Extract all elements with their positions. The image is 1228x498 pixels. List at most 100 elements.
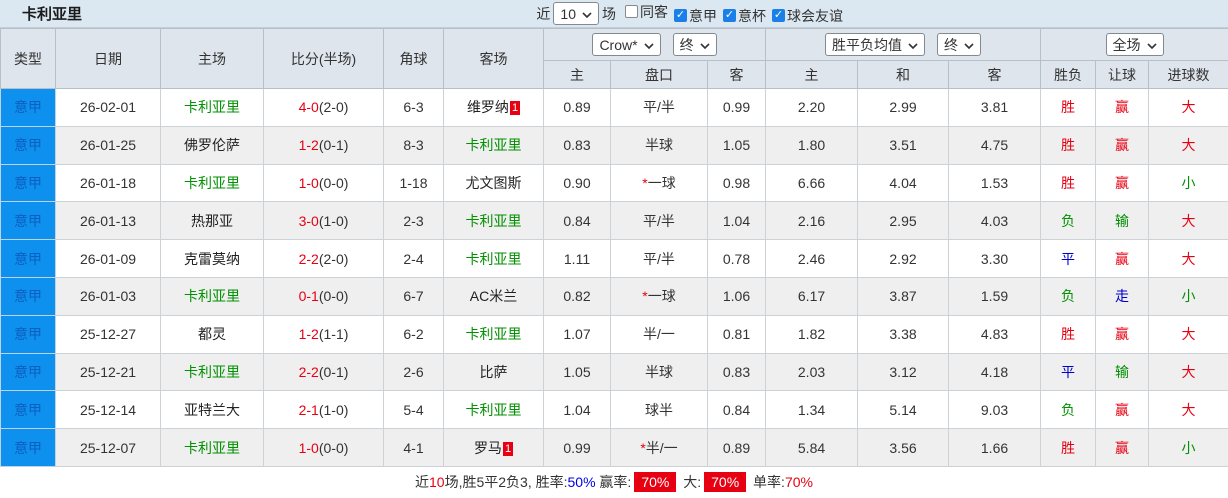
- date-cell: 26-01-13: [56, 202, 161, 240]
- goals-result-cell: 大: [1149, 315, 1228, 353]
- handicap-value: 一球: [648, 288, 676, 304]
- handicap-result-cell: 走: [1096, 277, 1149, 315]
- date-cell: 25-12-21: [56, 353, 161, 391]
- date-cell: 26-01-18: [56, 164, 161, 202]
- away-team-cell: AC米兰: [444, 277, 544, 315]
- table-row: 意甲 26-01-03 卡利亚里 0-1(0-0) 6-7 AC米兰 0.82 …: [1, 277, 1228, 315]
- handicap-odds-home-cell: 0.84: [544, 202, 611, 240]
- half-time-score: (1-0): [319, 213, 349, 229]
- league-cell: 意甲: [1, 277, 56, 315]
- handicap-value: 球半: [645, 402, 673, 418]
- full-time-score: 2-2: [299, 364, 319, 380]
- full-time-score: 2-1: [299, 402, 319, 418]
- home-team-cell: 卡利亚里: [161, 429, 264, 467]
- handicap-cell: 平/半: [611, 240, 708, 278]
- table-row: 意甲 26-01-25 佛罗伦萨 1-2(0-1) 8-3 卡利亚里 0.83 …: [1, 126, 1228, 164]
- half-time-score: (2-0): [319, 99, 349, 115]
- handicap-odds-away-cell: 0.81: [708, 315, 766, 353]
- checked-checkbox-icon[interactable]: ✓: [772, 9, 785, 22]
- team-name: 卡利亚里: [466, 326, 522, 342]
- league-cell: 意甲: [1, 126, 56, 164]
- checked-checkbox-icon[interactable]: ✓: [723, 9, 736, 22]
- team-name: 克雷莫纳: [184, 251, 240, 267]
- filter-toggle[interactable]: ✓意甲: [668, 6, 717, 26]
- handicap-cell: 球半: [611, 391, 708, 429]
- avg-away-cell: 4.18: [949, 353, 1041, 391]
- away-team-cell: 尤文图斯: [444, 164, 544, 202]
- handicap-cell: 半球: [611, 353, 708, 391]
- filter-toggle[interactable]: 同客: [619, 2, 668, 22]
- home-team-cell: 热那亚: [161, 202, 264, 240]
- recent-count-select[interactable]: 10: [553, 2, 599, 25]
- goals-result-cell: 大: [1149, 240, 1228, 278]
- red-card-badge: 1: [503, 442, 513, 456]
- wdl-result-cell: 胜: [1041, 89, 1096, 127]
- team-name: 卡利亚里: [466, 251, 522, 267]
- filter-toggle[interactable]: ✓意杯: [717, 6, 766, 26]
- handicap-cell: *半/一: [611, 429, 708, 467]
- wdl-result-cell: 胜: [1041, 126, 1096, 164]
- team-name: 卡利亚里: [466, 137, 522, 153]
- checked-checkbox-icon[interactable]: ✓: [674, 9, 687, 22]
- header-goals: 进球数: [1149, 61, 1228, 89]
- handicap-result-cell: 输: [1096, 353, 1149, 391]
- filter-label: 球会友谊: [787, 6, 843, 26]
- summary-segment: 近: [415, 472, 429, 492]
- avg-away-cell: 9.03: [949, 391, 1041, 429]
- date-cell: 25-12-27: [56, 315, 161, 353]
- summary-segment: 10: [429, 474, 445, 490]
- scope-select[interactable]: 全场: [1106, 33, 1164, 56]
- league-cell: 意甲: [1, 315, 56, 353]
- header-handicap: 盘口: [611, 61, 708, 89]
- league-cell: 意甲: [1, 202, 56, 240]
- wdl-result-cell: 负: [1041, 277, 1096, 315]
- avg-draw-cell: 3.56: [858, 429, 949, 467]
- team-name: 热那亚: [191, 213, 233, 229]
- avg-period-select[interactable]: 终: [937, 33, 981, 56]
- score-cell: 3-0(1-0): [264, 202, 384, 240]
- half-time-score: (2-0): [319, 251, 349, 267]
- table-row: 意甲 25-12-21 卡利亚里 2-2(0-1) 2-6 比萨 1.05 半球…: [1, 353, 1228, 391]
- handicap-odds-group-header: Crow* 终: [544, 29, 766, 61]
- full-time-score: 2-2: [299, 251, 319, 267]
- score-cell: 1-0(0-0): [264, 164, 384, 202]
- full-time-score: 1-0: [299, 175, 319, 191]
- company-select[interactable]: Crow*: [592, 33, 660, 56]
- handicap-odds-home-cell: 0.99: [544, 429, 611, 467]
- filter-toggle[interactable]: ✓球会友谊: [766, 6, 843, 26]
- away-team-cell: 卡利亚里: [444, 240, 544, 278]
- table-row: 意甲 25-12-27 都灵 1-2(1-1) 6-2 卡利亚里 1.07 半/…: [1, 315, 1228, 353]
- handicap-cell: 半/一: [611, 315, 708, 353]
- avg-home-cell: 2.20: [766, 89, 858, 127]
- handicap-value: 半/一: [643, 326, 675, 342]
- handicap-value: 平/半: [643, 251, 675, 267]
- league-cell: 意甲: [1, 164, 56, 202]
- company-period-select[interactable]: 终: [673, 33, 717, 56]
- avg-away-cell: 1.66: [949, 429, 1041, 467]
- handicap-odds-home-cell: 1.07: [544, 315, 611, 353]
- corners-cell: 2-6: [384, 353, 444, 391]
- avg-home-cell: 6.66: [766, 164, 858, 202]
- score-cell: 1-0(0-0): [264, 429, 384, 467]
- avg-away-cell: 4.03: [949, 202, 1041, 240]
- team-name: 卡利亚里: [184, 364, 240, 380]
- header-away: 客场: [444, 29, 544, 89]
- corners-cell: 1-18: [384, 164, 444, 202]
- handicap-odds-away-cell: 0.84: [708, 391, 766, 429]
- handicap-result-cell: 赢: [1096, 89, 1149, 127]
- avg-select[interactable]: 胜平负均值: [825, 33, 925, 56]
- handicap-result-cell: 赢: [1096, 315, 1149, 353]
- score-cell: 4-0(2-0): [264, 89, 384, 127]
- avg-away-cell: 3.81: [949, 89, 1041, 127]
- summary-segment: 70%: [785, 474, 813, 490]
- full-time-score: 1-2: [299, 326, 319, 342]
- top-bar-controls: 近 10 场 同客✓意甲✓意杯✓球会友谊: [536, 2, 843, 26]
- unchecked-checkbox-icon[interactable]: [625, 5, 638, 18]
- team-name: 卡利亚里: [184, 175, 240, 191]
- summary-segment: 50%: [568, 474, 596, 490]
- goals-result-cell: 小: [1149, 277, 1228, 315]
- full-time-score: 1-2: [299, 137, 319, 153]
- avg-draw-cell: 5.14: [858, 391, 949, 429]
